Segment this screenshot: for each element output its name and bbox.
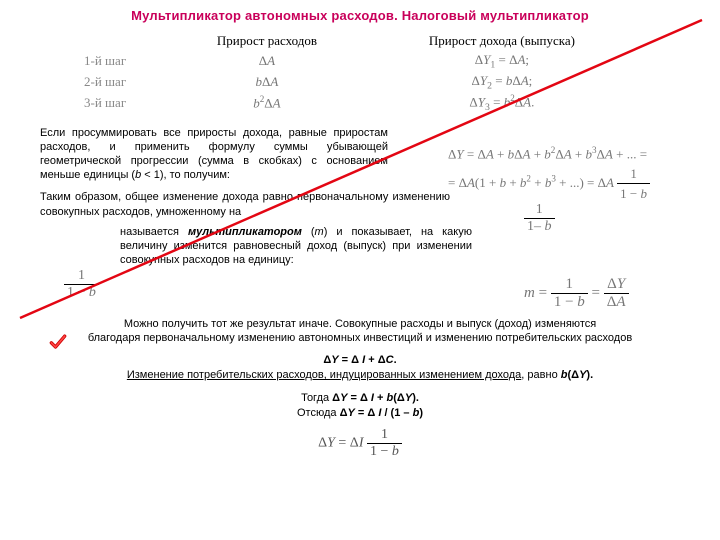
equation-final-fraction: ΔY = ΔI 1 1 − b <box>0 427 720 460</box>
step-label: 2-й шаг <box>80 72 170 93</box>
step-table: Прирост расходов Прирост дохода (выпуска… <box>80 31 640 114</box>
equation-multiplier-m: m = 1 1 − b = ΔY ΔA <box>524 276 629 311</box>
equation-sum-series: ΔY = ΔA + bΔA + b2ΔA + b3ΔA + ... = = ΔA… <box>448 144 708 204</box>
step-label: 3-й шаг <box>80 92 170 114</box>
inc-cell: ΔY3 = b2ΔA. <box>364 92 640 114</box>
exp-cell: b2ΔA <box>170 92 364 114</box>
paragraph-3: называется мультипликатором (m) и показы… <box>120 225 472 267</box>
fraction-1-over-1-b: 1 1 − b <box>64 268 99 301</box>
exp-cell: bΔA <box>170 72 364 93</box>
inc-cell: ΔY2 = bΔA; <box>364 72 640 93</box>
col-header-exp: Прирост расходов <box>170 31 364 51</box>
fraction-small-1-1b: 1 1– b <box>524 202 555 235</box>
paragraph-2: Таким образом, общее изменение дохода ра… <box>40 190 450 218</box>
exp-cell: ΔA <box>170 51 364 72</box>
inc-cell: ΔY1 = ΔA; <box>364 51 640 72</box>
paragraph-1: Если просуммировать все приросты дохода,… <box>40 126 388 182</box>
equation-block-then: Тогда ΔY = Δ I + b(ΔY). Отсюда ΔY = Δ I … <box>0 391 720 421</box>
page-title: Мультипликатор автономных расходов. Нало… <box>0 0 720 23</box>
step-label: 1-й шаг <box>80 51 170 72</box>
paragraph-4: Можно получить тот же результат иначе. С… <box>40 317 680 346</box>
checkmark-icon <box>48 332 68 352</box>
col-header-inc: Прирост дохода (выпуска) <box>364 31 640 51</box>
equation-block-dy: ΔY = Δ I + ΔC. Изменение потребительских… <box>0 353 720 383</box>
